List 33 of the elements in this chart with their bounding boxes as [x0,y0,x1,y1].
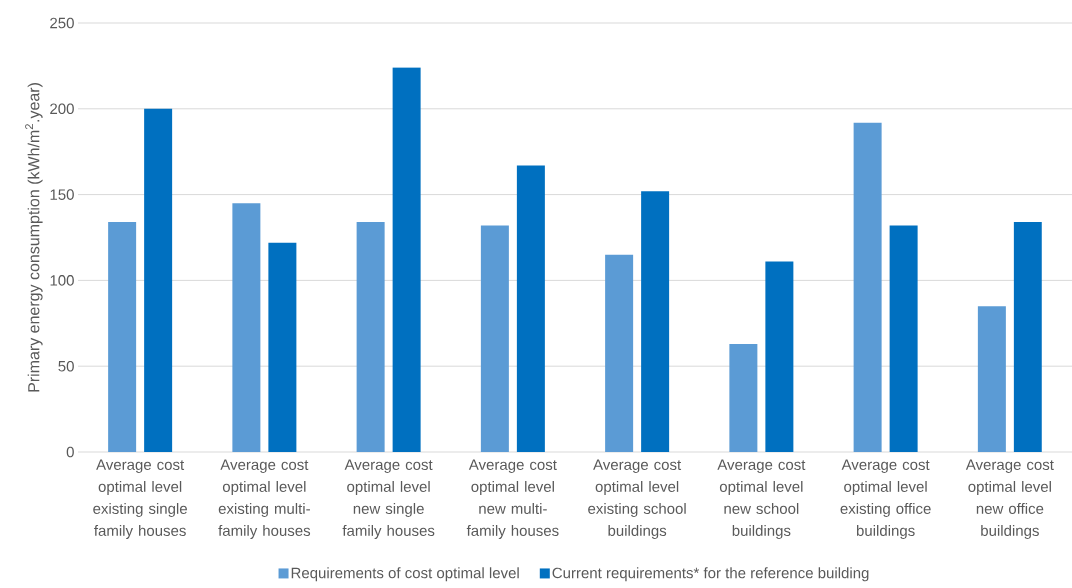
y-tick-label: 0 [66,446,74,458]
bar [889,225,918,452]
x-tick-label: Average cost optimal level existing office buildings [840,459,931,539]
y-axis-title: Primary energy consumption (kWh/m$^{2}$.year) [25,83,43,392]
bar [729,343,758,452]
bar [144,108,173,452]
x-tick-label: Average cost optimal level existing school buildings [588,459,686,539]
bar [1013,222,1042,452]
x-tick-label: Average cost optimal level new school buildings [717,459,806,539]
y-tick-label: 250 [50,17,74,29]
bar [268,242,297,452]
x-tick-label: Average cost optimal level new single family houses [342,459,435,539]
bar [480,225,509,452]
legend-label: Requirements of cost optimal level [291,567,519,582]
bar [977,306,1006,452]
bar [605,254,634,452]
y-tick-label: 50 [58,360,74,372]
bar [516,165,545,452]
y-tick-label: 100 [50,275,74,286]
x-tick-label: Average cost optimal level existing multi-family houses [218,459,311,539]
y-tick-label: 150 [50,189,74,200]
x-tick-label: Average cost optimal level new office buildings [965,459,1054,539]
x-tick-label: Average cost optimal level existing single family houses [93,459,187,539]
bar [765,261,794,452]
bar [392,67,421,452]
bar [232,203,261,452]
bar [853,122,882,452]
bar [641,191,670,452]
bar [356,222,385,452]
y-tick-label: 200 [50,103,74,115]
bar [108,222,137,452]
x-tick-label: Average cost optimal level new multi-family houses [466,459,559,539]
legend-label: Current requirements* for the reference building [552,567,869,582]
